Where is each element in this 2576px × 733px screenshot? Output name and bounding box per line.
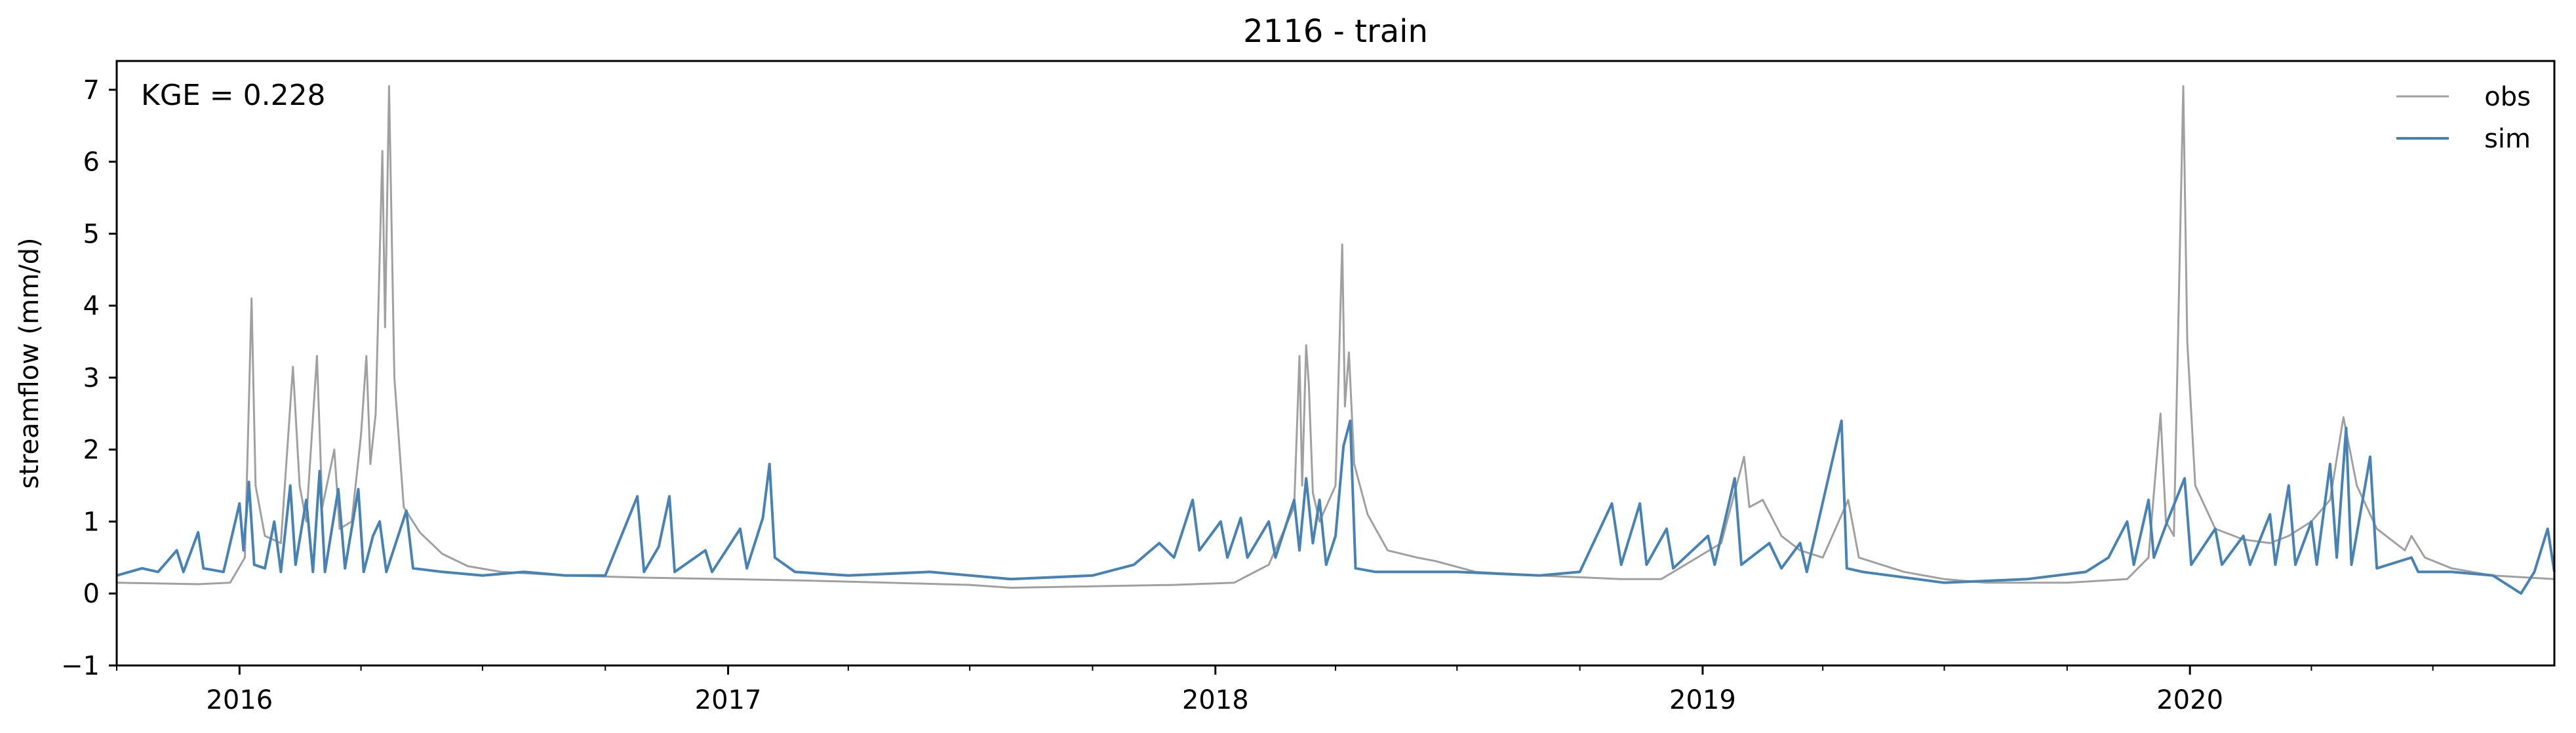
x-tick-label: 2016: [206, 685, 273, 715]
x-tick-label: 2018: [1182, 685, 1249, 715]
legend-sim-label: sim: [2484, 124, 2531, 154]
y-tick-label: −1: [61, 651, 100, 681]
legend-obs-label: obs: [2484, 82, 2531, 112]
y-tick-label: 1: [83, 507, 100, 537]
x-tick-label: 2020: [2156, 685, 2223, 715]
series-layer: [116, 85, 2556, 595]
series-sim-line: [116, 419, 2556, 595]
y-axis-label: streamflow (mm/d): [14, 237, 45, 488]
y-tick-label: 4: [83, 291, 100, 321]
x-tick-label: 2017: [695, 685, 762, 715]
y-tick-label: 2: [83, 435, 100, 466]
chart-title: 2116 - train: [1243, 13, 1428, 50]
x-axis: 2016 2017 2018 2019 2020: [116, 665, 2434, 715]
y-tick-label: 0: [83, 579, 100, 609]
y-tick-label: 6: [83, 148, 100, 178]
y-tick-label: 5: [83, 219, 100, 249]
x-tick-label: 2019: [1669, 685, 1736, 715]
y-tick-label: 3: [83, 363, 100, 393]
kge-annotation: KGE = 0.228: [141, 79, 326, 112]
y-tick-label: 7: [83, 75, 100, 106]
y-axis: −1 0 1 2 3 4 5 6 7: [61, 75, 117, 681]
legend: obs sim: [2396, 82, 2531, 154]
